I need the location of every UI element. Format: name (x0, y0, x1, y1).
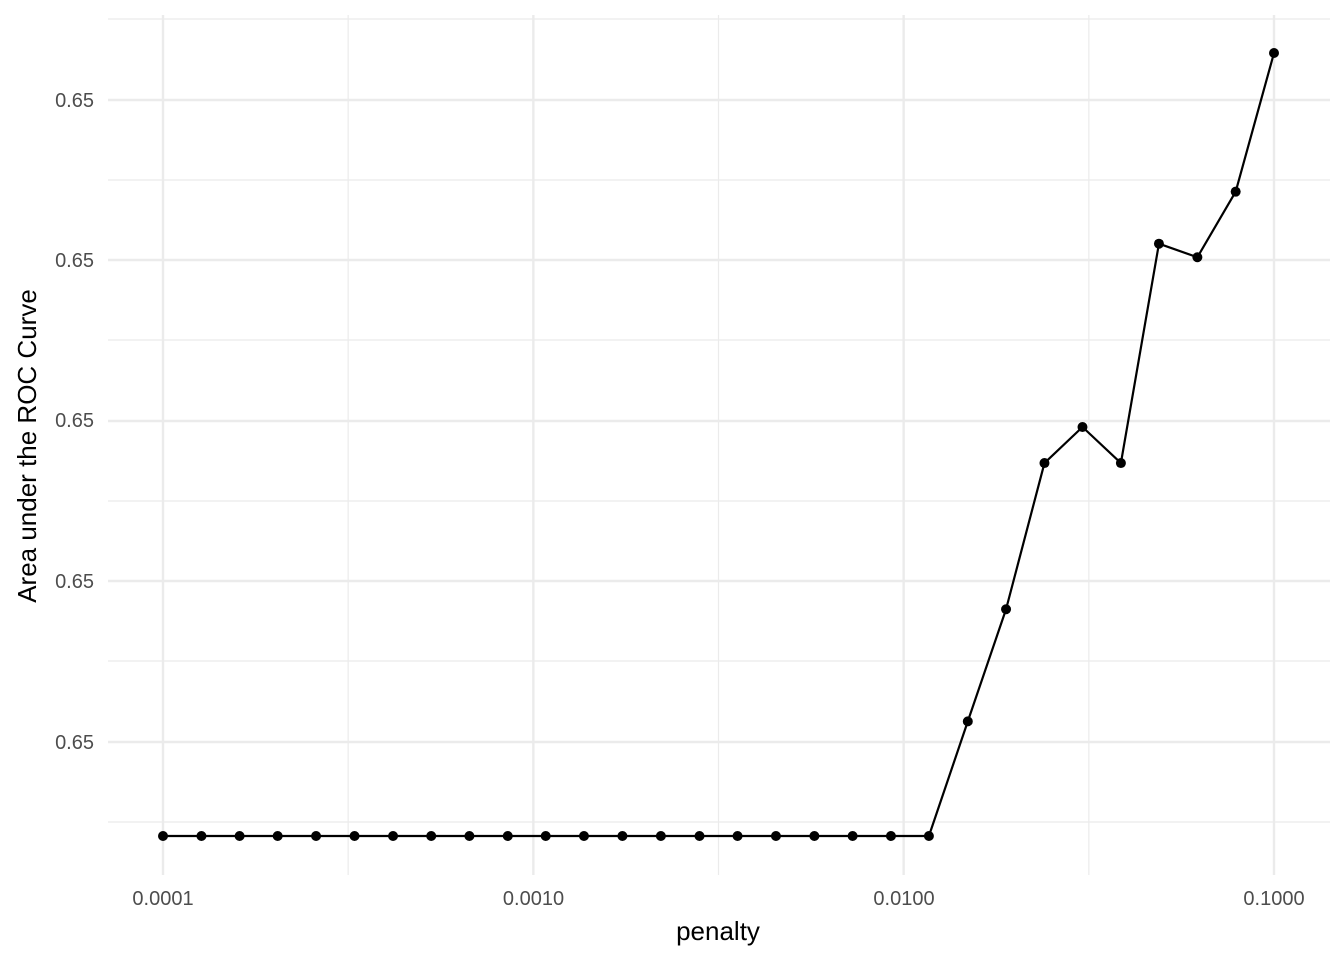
data-point (272, 831, 283, 841)
x-tick-label: 0.0001 (132, 888, 193, 910)
grid (108, 15, 1330, 875)
data-point (694, 831, 705, 841)
data-point (196, 831, 207, 841)
data-point (770, 831, 781, 841)
data-point (578, 831, 589, 841)
data-point (809, 831, 820, 841)
data-point (732, 831, 743, 841)
y-axis-ticks: 0.65 0.65 0.65 0.65 0.65 (55, 90, 94, 754)
data-point (847, 831, 858, 841)
series-line (163, 52, 1276, 838)
y-tick-label: 0.65 (55, 732, 94, 754)
y-tick-label: 0.65 (55, 90, 94, 112)
data-point (158, 831, 168, 841)
data-point (1001, 604, 1012, 615)
x-tick-label: 0.0010 (503, 888, 564, 910)
data-point (1077, 422, 1088, 432)
data-point (1230, 186, 1241, 197)
data-point (885, 831, 896, 841)
data-point (655, 831, 666, 841)
x-axis-ticks: 0.0001 0.0010 0.0100 0.1000 (132, 888, 1304, 910)
y-axis-title: Area under the ROC Curve (12, 289, 42, 603)
data-point (1039, 458, 1050, 469)
x-tick-label: 0.1000 (1243, 888, 1304, 910)
data-point (1192, 252, 1203, 263)
data-point (426, 831, 437, 841)
data-point (234, 831, 245, 841)
data-point (1115, 458, 1126, 469)
data-point (923, 831, 934, 841)
x-axis-title: penalty (676, 916, 760, 946)
data-point (962, 716, 973, 727)
data-point (388, 831, 399, 841)
data-point (540, 831, 551, 841)
series-layer (158, 48, 1279, 841)
data-point (311, 831, 322, 841)
data-point (617, 831, 628, 841)
data-point (349, 831, 360, 841)
data-point (1153, 238, 1164, 249)
data-point (464, 831, 475, 841)
y-tick-label: 0.65 (55, 410, 94, 432)
y-tick-label: 0.65 (55, 250, 94, 272)
data-point (502, 831, 513, 841)
y-tick-label: 0.65 (55, 571, 94, 593)
x-tick-label: 0.0100 (873, 888, 934, 910)
data-point (1269, 48, 1279, 58)
